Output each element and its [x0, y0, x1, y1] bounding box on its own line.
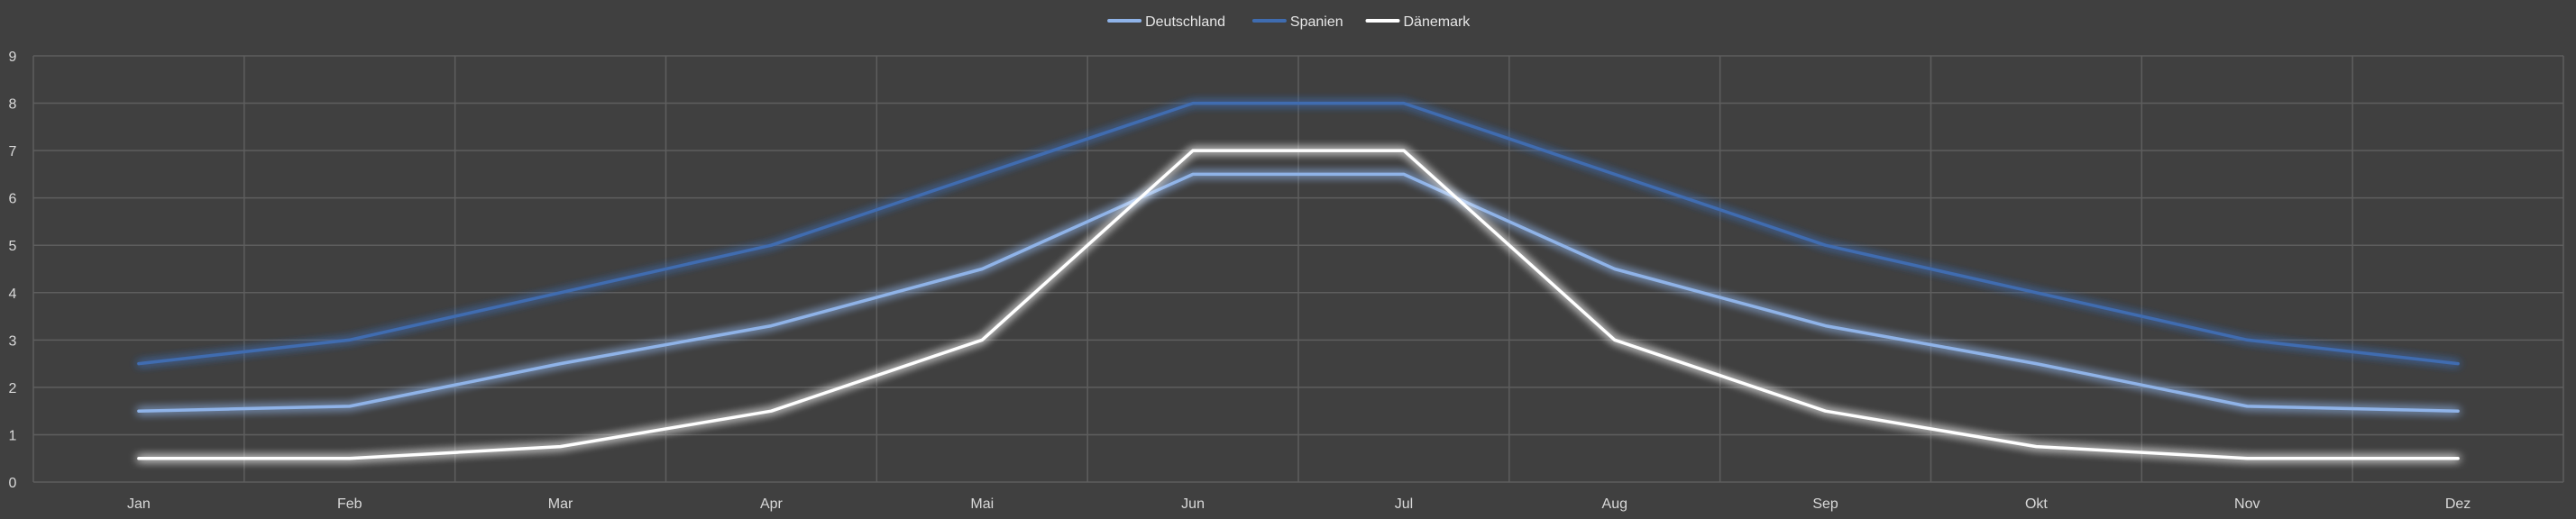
legend-item-deutschland[interactable]: Deutschland: [1107, 14, 1225, 30]
y-tick-label: 1: [9, 428, 17, 443]
series-line-deutschland: [137, 172, 2460, 413]
legend: Deutschland Spanien Dänemark: [1107, 14, 1471, 30]
y-tick-label: 5: [9, 239, 17, 254]
legend-label: Dänemark: [1404, 14, 1471, 30]
x-tick-label: Jul: [1395, 496, 1413, 512]
x-tick-label: Aug: [1602, 496, 1627, 512]
x-tick-label: Feb: [337, 496, 362, 512]
x-tick-label: Mai: [970, 496, 994, 512]
y-tick-label: 0: [9, 476, 17, 491]
x-tick-label: Nov: [2234, 496, 2260, 512]
y-tick-label: 6: [9, 192, 17, 207]
y-tick-label: 7: [9, 144, 17, 159]
x-tick-label: Apr: [760, 496, 784, 512]
series-lines: [137, 101, 2460, 460]
x-tick-label: Mar: [548, 496, 573, 512]
y-axis-tick-labels: 0 1 2 3 4 5 6 7 8 9: [9, 50, 17, 491]
x-axis-tick-labels: Jan Feb Mar Apr Mai Jun Jul Aug Sep Okt Nov Dez: [127, 496, 2471, 512]
y-tick-label: 3: [9, 333, 17, 349]
legend-item-dänemark[interactable]: Dänemark: [1365, 14, 1471, 30]
y-tick-label: 2: [9, 381, 17, 396]
y-tick-label: 4: [9, 287, 17, 302]
legend-label: Deutschland: [1145, 14, 1225, 30]
series-line-dänemark: [137, 149, 2460, 460]
series-line-spanien: [137, 101, 2460, 366]
x-tick-label: Sep: [1812, 496, 1838, 512]
grid-lines: [32, 55, 2564, 483]
x-tick-label: Dez: [2445, 496, 2471, 512]
y-tick-label: 9: [9, 50, 17, 65]
x-tick-label: Jan: [127, 496, 151, 512]
y-tick-label: 8: [9, 97, 17, 113]
legend-item-spanien[interactable]: Spanien: [1251, 14, 1343, 30]
x-tick-label: Okt: [2025, 496, 2048, 512]
legend-label: Spanien: [1290, 14, 1343, 30]
x-tick-label: Jun: [1181, 496, 1205, 512]
